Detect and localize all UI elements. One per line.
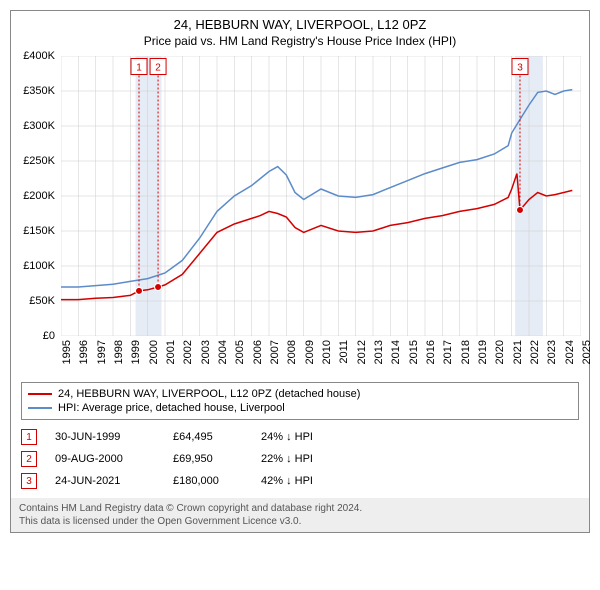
y-tick-label: £100K <box>23 260 55 272</box>
x-tick-label: 2018 <box>460 340 472 364</box>
x-tick-label: 2025 <box>581 340 593 364</box>
legend-label: HPI: Average price, detached house, Live… <box>58 402 285 414</box>
legend-item: 24, HEBBURN WAY, LIVERPOOL, L12 0PZ (det… <box>28 387 572 401</box>
x-tick-label: 2000 <box>148 340 160 364</box>
legend-swatch <box>28 407 52 409</box>
event-date: 30-JUN-1999 <box>55 431 155 443</box>
x-tick-label: 2006 <box>252 340 264 364</box>
event-marker-1: 1 <box>21 429 37 445</box>
event-row: 3 24-JUN-2021 £180,000 42% ↓ HPI <box>21 470 579 492</box>
event-row: 2 09-AUG-2000 £69,950 22% ↓ HPI <box>21 448 579 470</box>
x-tick-label: 1996 <box>78 340 90 364</box>
y-tick-label: £300K <box>23 120 55 132</box>
x-axis: 1995 1996 1997 1998 1999 2000 2001 2002 2003 2004… <box>61 336 579 376</box>
chart-svg: 1 2 3 <box>61 56 581 336</box>
svg-text:1: 1 <box>136 63 142 74</box>
legend-item: HPI: Average price, detached house, Live… <box>28 401 572 415</box>
x-tick-label: 2022 <box>529 340 541 364</box>
event-marker-2: 2 <box>21 451 37 467</box>
x-tick-label: 2012 <box>356 340 368 364</box>
x-tick-label: 2010 <box>321 340 333 364</box>
event-date: 09-AUG-2000 <box>55 453 155 465</box>
footer-line-1: Contains HM Land Registry data © Crown c… <box>19 502 581 515</box>
x-tick-label: 2004 <box>217 340 229 364</box>
svg-text:3: 3 <box>517 63 523 74</box>
x-tick-label: 1998 <box>113 340 125 364</box>
event-date: 24-JUN-2021 <box>55 475 155 487</box>
event-row: 1 30-JUN-1999 £64,495 24% ↓ HPI <box>21 426 579 448</box>
x-tick-label: 2017 <box>442 340 454 364</box>
footer-line-2: This data is licensed under the Open Gov… <box>19 515 581 528</box>
event-list: 1 30-JUN-1999 £64,495 24% ↓ HPI 2 09-AUG-2000… <box>21 426 579 492</box>
chart-titles: 24, HEBBURN WAY, LIVERPOOL, L12 0PZ Pric… <box>11 11 589 52</box>
x-tick-label: 2016 <box>425 340 437 364</box>
y-tick-label: £0 <box>43 330 55 342</box>
y-tick-label: £350K <box>23 85 55 97</box>
x-tick-label: 2020 <box>494 340 506 364</box>
legend: 24, HEBBURN WAY, LIVERPOOL, L12 0PZ (det… <box>21 382 579 420</box>
x-tick-label: 2014 <box>390 340 402 364</box>
y-axis: £0£50K£100K£150K£200K£250K£300K£350K£400… <box>11 56 57 336</box>
y-tick-label: £400K <box>23 50 55 62</box>
x-tick-label: 2007 <box>269 340 281 364</box>
legend-label: 24, HEBBURN WAY, LIVERPOOL, L12 0PZ (det… <box>58 388 360 400</box>
y-tick-label: £50K <box>29 295 55 307</box>
event-price: £69,950 <box>173 453 243 465</box>
event-delta: 24% ↓ HPI <box>261 431 313 443</box>
x-tick-label: 2003 <box>200 340 212 364</box>
x-tick-label: 2024 <box>564 340 576 364</box>
event-price: £64,495 <box>173 431 243 443</box>
x-tick-label: 2015 <box>408 340 420 364</box>
x-tick-label: 2013 <box>373 340 385 364</box>
chart-container: 24, HEBBURN WAY, LIVERPOOL, L12 0PZ Pric… <box>10 10 590 533</box>
event-delta: 22% ↓ HPI <box>261 453 313 465</box>
y-tick-label: £200K <box>23 190 55 202</box>
event-marker-3: 3 <box>21 473 37 489</box>
footer: Contains HM Land Registry data © Crown c… <box>11 498 589 532</box>
y-tick-label: £150K <box>23 225 55 237</box>
x-tick-label: 1995 <box>61 340 73 364</box>
chart-area: £0£50K£100K£150K£200K£250K£300K£350K£400… <box>61 56 579 336</box>
x-tick-label: 2008 <box>286 340 298 364</box>
x-tick-label: 2023 <box>546 340 558 364</box>
event-delta: 42% ↓ HPI <box>261 475 313 487</box>
x-tick-label: 2011 <box>338 340 350 364</box>
x-tick-label: 2009 <box>304 340 316 364</box>
x-tick-label: 2001 <box>165 340 177 364</box>
event-price: £180,000 <box>173 475 243 487</box>
x-tick-label: 1997 <box>96 340 108 364</box>
x-tick-label: 2019 <box>477 340 489 364</box>
chart-title: 24, HEBBURN WAY, LIVERPOOL, L12 0PZ <box>15 17 585 32</box>
x-tick-label: 2005 <box>234 340 246 364</box>
legend-swatch <box>28 393 52 395</box>
x-tick-label: 1999 <box>130 340 142 364</box>
svg-text:2: 2 <box>155 63 161 74</box>
y-tick-label: £250K <box>23 155 55 167</box>
x-tick-label: 2021 <box>512 340 524 364</box>
x-tick-label: 2002 <box>182 340 194 364</box>
chart-subtitle: Price paid vs. HM Land Registry's House … <box>15 34 585 48</box>
